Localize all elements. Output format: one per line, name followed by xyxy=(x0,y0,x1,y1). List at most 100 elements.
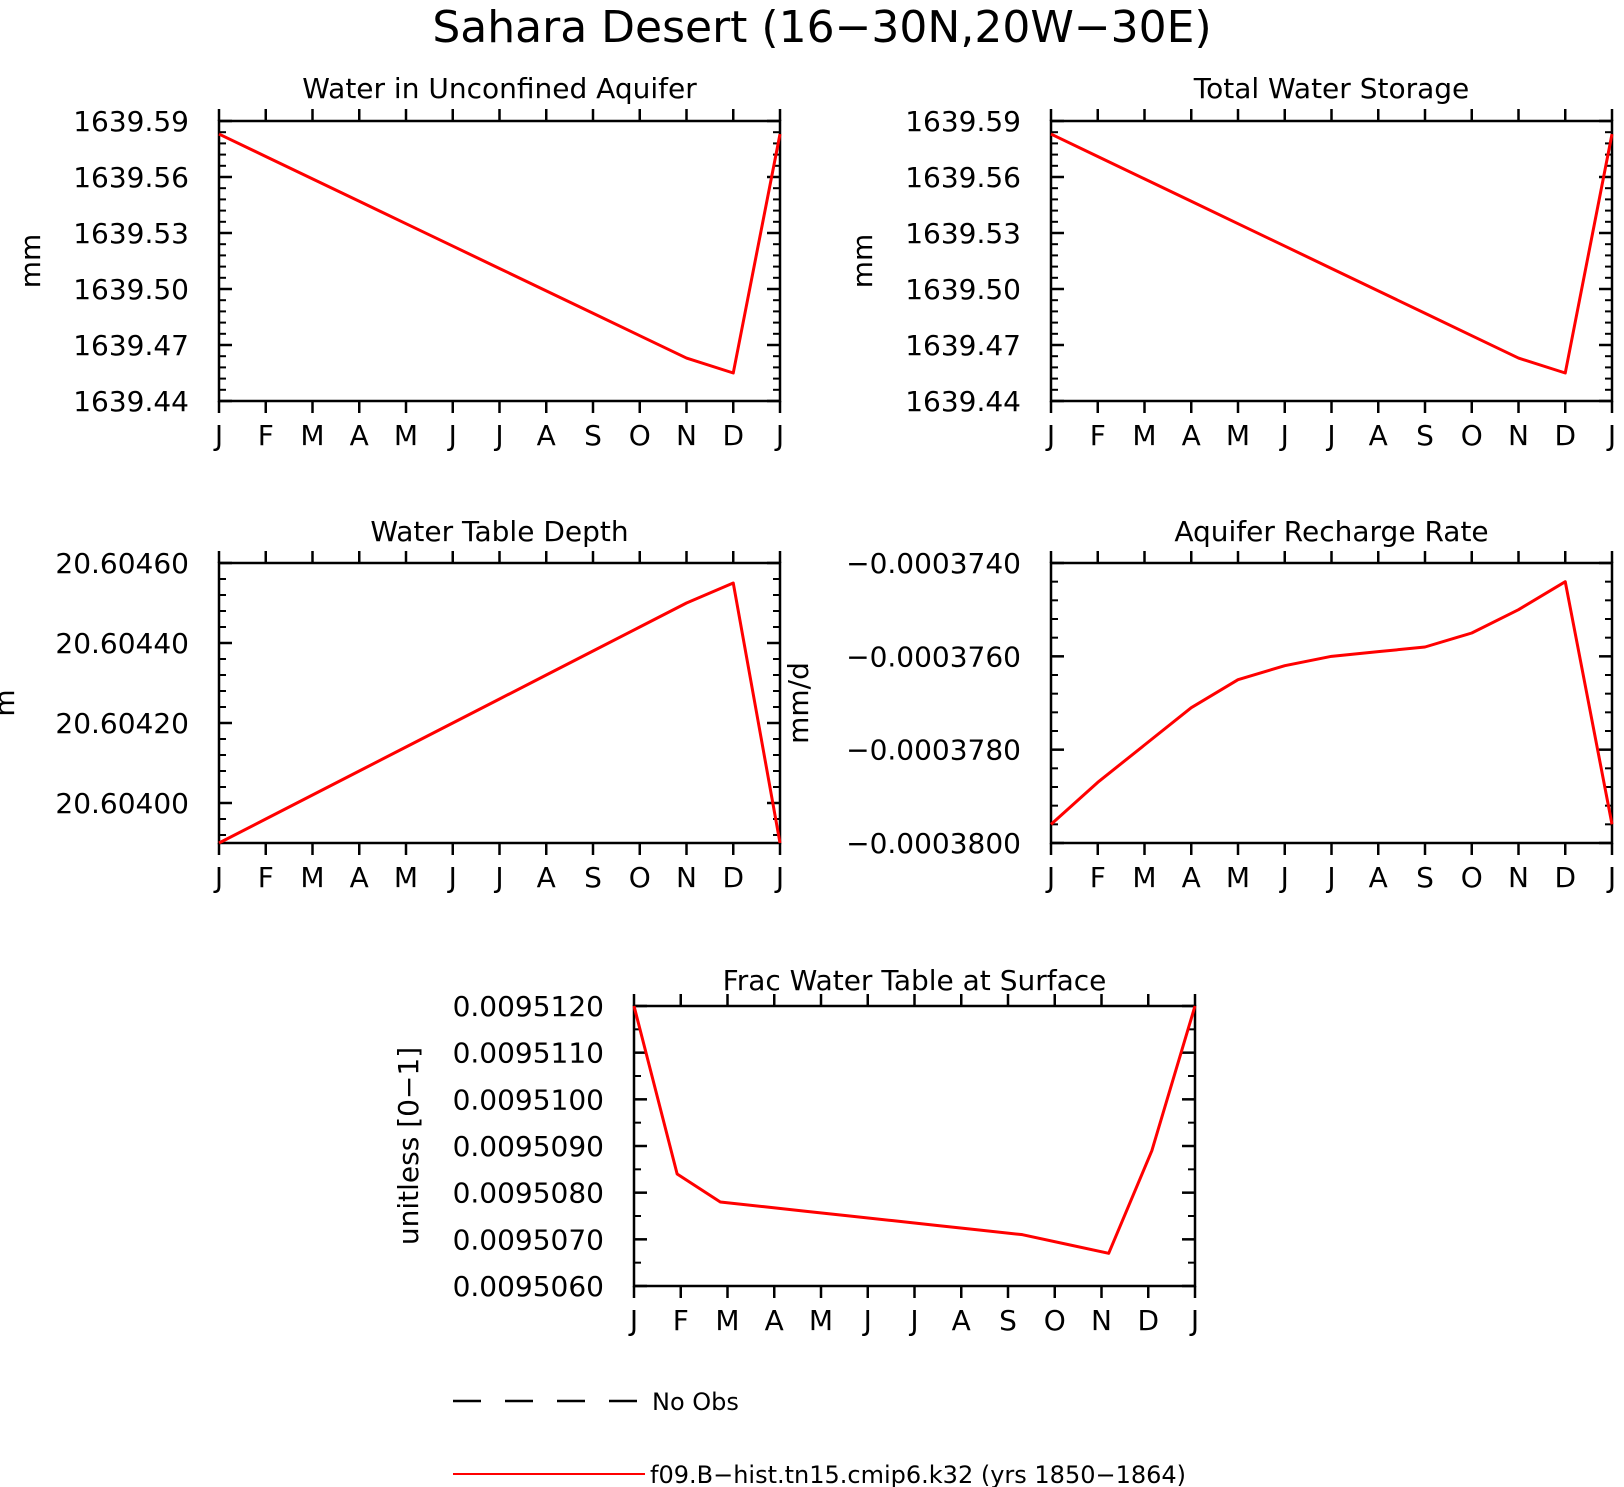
x-tick-label: F xyxy=(1090,861,1106,894)
y-tick-label: 1639.44 xyxy=(905,385,1021,418)
y-tick-label: 0.0095110 xyxy=(453,1037,604,1070)
x-tick-label: O xyxy=(1461,419,1483,452)
x-tick-label: D xyxy=(722,419,744,452)
y-axis-label: mm xyxy=(846,234,879,289)
y-tick-label: 1639.56 xyxy=(905,161,1021,194)
y-tick-label: 1639.59 xyxy=(73,105,189,138)
y-tick-label: 20.60440 xyxy=(55,627,189,660)
panels: Water in Unconfined Aquifer mm 1639.44 1639… xyxy=(0,72,1616,1337)
x-tick-label: O xyxy=(1461,861,1483,894)
panel-title: Frac Water Table at Surface xyxy=(723,964,1107,997)
x-tick-label: M xyxy=(300,861,324,894)
x-tick-label: S xyxy=(584,861,602,894)
x-tick-label: J xyxy=(447,861,457,894)
x-tick-label: A xyxy=(1369,419,1388,452)
x-tick-label: A xyxy=(350,419,369,452)
legend-label-1: No Obs xyxy=(652,1388,739,1416)
x-tick-label: F xyxy=(258,861,274,894)
x-tick-label: A xyxy=(537,861,556,894)
panel-title: Total Water Storage xyxy=(1193,72,1470,105)
panel-5: Frac Water Table at Surface unitless [0−1… xyxy=(392,964,1199,1337)
panel-1: Water in Unconfined Aquifer mm 1639.44 1639… xyxy=(14,72,784,452)
y-tick-label: 1639.50 xyxy=(905,273,1021,306)
y-axis-label: mm xyxy=(14,234,47,289)
x-tick-label: N xyxy=(676,419,697,452)
x-tick-label: J xyxy=(1606,861,1616,894)
x-tick-label: J xyxy=(1279,861,1289,894)
y-tick-label: 1639.47 xyxy=(73,329,189,362)
x-tick-label: F xyxy=(258,419,274,452)
x-tick-label: O xyxy=(1044,1304,1066,1337)
y-tick-label: 1639.50 xyxy=(73,273,189,306)
y-tick-label: 0.0095090 xyxy=(453,1130,604,1163)
x-tick-label: S xyxy=(1416,861,1434,894)
x-tick-label: J xyxy=(1279,419,1289,452)
series-line xyxy=(632,1005,1197,1255)
x-tick-label: J xyxy=(1045,861,1055,894)
x-tick-label: A xyxy=(350,861,369,894)
x-tick-label: F xyxy=(1090,419,1106,452)
x-tick-label: M xyxy=(300,419,324,452)
plot-frame xyxy=(632,1004,1197,1288)
panel-4: Aquifer Recharge Rate mm/d −0.0003800 −0.00… xyxy=(782,515,1616,894)
y-tick-label: −0.0003740 xyxy=(846,547,1021,580)
panel-title: Water Table Depth xyxy=(370,515,628,548)
x-tick-label: J xyxy=(908,1304,918,1337)
x-tick-label: J xyxy=(774,419,784,452)
x-tick-label: A xyxy=(765,1304,784,1337)
panel-3: Water Table Depth m 20.60400 20.60420 20.604… xyxy=(0,515,784,894)
y-tick-label: −0.0003780 xyxy=(846,734,1021,767)
x-tick-label: M xyxy=(394,861,418,894)
x-tick-label: J xyxy=(1189,1304,1199,1337)
y-tick-label: 1639.53 xyxy=(905,217,1021,250)
y-tick-label: 1639.59 xyxy=(905,105,1021,138)
x-tick-label: M xyxy=(1132,419,1156,452)
x-tick-label: J xyxy=(493,861,503,894)
x-tick-label: J xyxy=(1325,861,1335,894)
figure-title: Sahara Desert (16−30N,20W−30E) xyxy=(432,2,1211,53)
y-tick-label: 0.0095100 xyxy=(453,1083,604,1116)
panel-title: Water in Unconfined Aquifer xyxy=(302,72,697,105)
x-tick-label: M xyxy=(1226,419,1250,452)
x-tick-label: M xyxy=(1132,861,1156,894)
x-tick-label: D xyxy=(1554,861,1576,894)
y-tick-label: 20.60460 xyxy=(55,547,189,580)
y-tick-label: 0.0095120 xyxy=(453,990,604,1023)
x-tick-label: M xyxy=(1226,861,1250,894)
x-tick-label: N xyxy=(1508,419,1529,452)
x-tick-label: J xyxy=(493,419,503,452)
x-tick-label: J xyxy=(628,1304,638,1337)
x-tick-label: J xyxy=(213,419,223,452)
y-tick-label: −0.0003760 xyxy=(846,640,1021,673)
x-tick-label: J xyxy=(774,861,784,894)
x-tick-label: A xyxy=(1182,861,1201,894)
panel-2: Total Water Storage mm 1639.44 1639.47 1639.… xyxy=(846,72,1616,452)
x-tick-label: M xyxy=(809,1304,833,1337)
x-tick-label: O xyxy=(629,861,651,894)
y-tick-label: 1639.53 xyxy=(73,217,189,250)
x-tick-label: D xyxy=(722,861,744,894)
y-tick-label: 1639.56 xyxy=(73,161,189,194)
x-tick-label: S xyxy=(1416,419,1434,452)
x-tick-label: F xyxy=(673,1304,689,1337)
y-tick-label: 20.60420 xyxy=(55,707,189,740)
series-line xyxy=(218,581,782,845)
x-tick-label: J xyxy=(447,419,457,452)
x-tick-label: N xyxy=(1508,861,1529,894)
y-tick-label: −0.0003800 xyxy=(846,827,1021,860)
x-tick-label: D xyxy=(1554,419,1576,452)
y-axis-label: mm/d xyxy=(782,662,815,744)
y-tick-label: 1639.47 xyxy=(905,329,1021,362)
plot-frame xyxy=(217,119,782,403)
panel-title: Aquifer Recharge Rate xyxy=(1174,515,1488,548)
x-tick-label: O xyxy=(629,419,651,452)
x-tick-label: S xyxy=(999,1304,1017,1337)
x-tick-label: N xyxy=(676,861,697,894)
x-tick-label: M xyxy=(394,419,418,452)
x-tick-label: J xyxy=(1325,419,1335,452)
x-tick-label: A xyxy=(1182,419,1201,452)
x-tick-label: N xyxy=(1091,1304,1112,1337)
x-tick-label: J xyxy=(862,1304,872,1337)
legend-label-2: f09.B−hist.tn15.cmip6.k32 (yrs 1850−1864… xyxy=(650,1461,1186,1487)
series-line xyxy=(218,132,782,375)
